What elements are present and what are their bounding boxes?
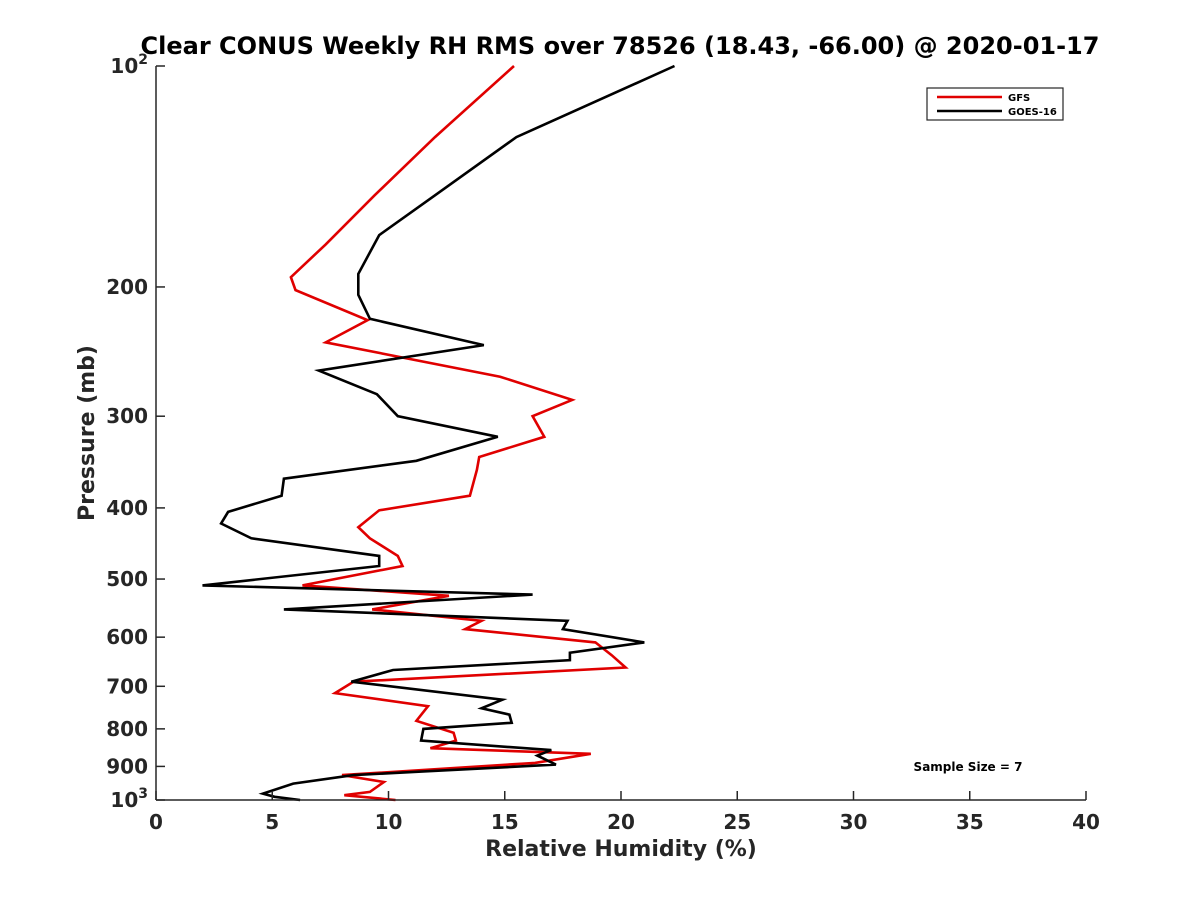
y-axis-label: Pressure (mb) xyxy=(75,345,100,521)
y-tick-label: 400 xyxy=(106,496,148,520)
series-layer xyxy=(202,64,676,802)
y-tick-label: 300 xyxy=(106,404,148,428)
y-tick-label: 600 xyxy=(106,625,148,649)
y-tick-label: 900 xyxy=(106,754,148,778)
y-tick-label: 102 xyxy=(110,52,148,78)
sample-size-annotation: Sample Size = 7 xyxy=(914,760,1023,774)
y-tick-label: 103 xyxy=(110,786,148,812)
legend: GFS GOES-16 xyxy=(926,87,1064,121)
x-ticks: 0 5 10 15 20 25 30 35 40 xyxy=(149,791,1100,834)
x-tick-label: 5 xyxy=(265,810,279,834)
x-tick-label: 30 xyxy=(840,810,868,834)
x-tick-label: 10 xyxy=(375,810,403,834)
x-axis-label: Relative Humidity (%) xyxy=(485,837,757,862)
legend-label-gfs: GFS xyxy=(1008,93,1030,104)
series-line-goes-16 xyxy=(202,64,676,802)
y-tick-label: 500 xyxy=(106,567,148,591)
x-tick-label: 15 xyxy=(491,810,519,834)
y-ticks: 102 200 300 400 500 600 700 800 900 103 xyxy=(106,52,165,812)
x-tick-label: 35 xyxy=(956,810,984,834)
legend-label-goes-16: GOES-16 xyxy=(1008,107,1057,118)
x-tick-label: 25 xyxy=(723,810,751,834)
y-tick-label: 200 xyxy=(106,275,148,299)
chart-title: Clear CONUS Weekly RH RMS over 78526 (18… xyxy=(141,32,1100,60)
x-tick-label: 40 xyxy=(1072,810,1100,834)
x-tick-label: 0 xyxy=(149,810,163,834)
legend-box xyxy=(926,87,1064,121)
y-tick-label: 800 xyxy=(106,717,148,741)
x-tick-label: 20 xyxy=(607,810,635,834)
y-tick-label: 700 xyxy=(106,674,148,698)
